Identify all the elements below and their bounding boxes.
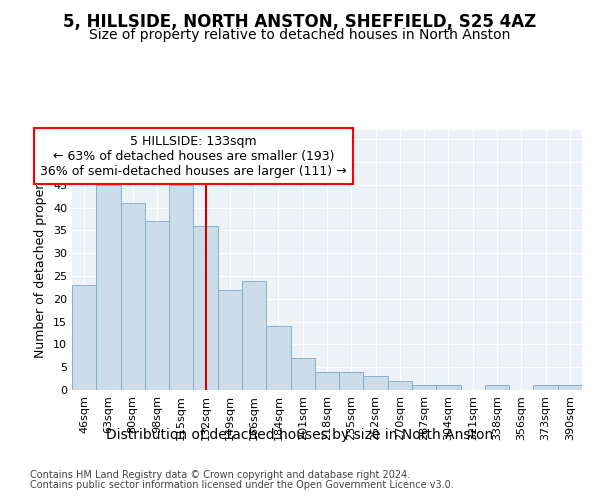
Y-axis label: Number of detached properties: Number of detached properties <box>34 162 47 358</box>
Text: Size of property relative to detached houses in North Anston: Size of property relative to detached ho… <box>89 28 511 42</box>
Bar <box>485 386 509 390</box>
Text: Distribution of detached houses by size in North Anston: Distribution of detached houses by size … <box>106 428 494 442</box>
Bar <box>242 280 266 390</box>
Text: 5, HILLSIDE, NORTH ANSTON, SHEFFIELD, S25 4AZ: 5, HILLSIDE, NORTH ANSTON, SHEFFIELD, S2… <box>64 12 536 30</box>
Bar <box>364 376 388 390</box>
Bar <box>121 203 145 390</box>
Bar <box>145 221 169 390</box>
Bar <box>218 290 242 390</box>
Bar <box>193 226 218 390</box>
Text: Contains public sector information licensed under the Open Government Licence v3: Contains public sector information licen… <box>30 480 454 490</box>
Bar <box>96 184 121 390</box>
Bar <box>388 381 412 390</box>
Bar <box>72 285 96 390</box>
Bar <box>436 386 461 390</box>
Bar <box>315 372 339 390</box>
Bar <box>558 386 582 390</box>
Bar <box>412 386 436 390</box>
Bar <box>290 358 315 390</box>
Bar <box>339 372 364 390</box>
Text: Contains HM Land Registry data © Crown copyright and database right 2024.: Contains HM Land Registry data © Crown c… <box>30 470 410 480</box>
Bar <box>266 326 290 390</box>
Text: 5 HILLSIDE: 133sqm
← 63% of detached houses are smaller (193)
36% of semi-detach: 5 HILLSIDE: 133sqm ← 63% of detached hou… <box>40 134 347 178</box>
Bar <box>533 386 558 390</box>
Bar <box>169 184 193 390</box>
